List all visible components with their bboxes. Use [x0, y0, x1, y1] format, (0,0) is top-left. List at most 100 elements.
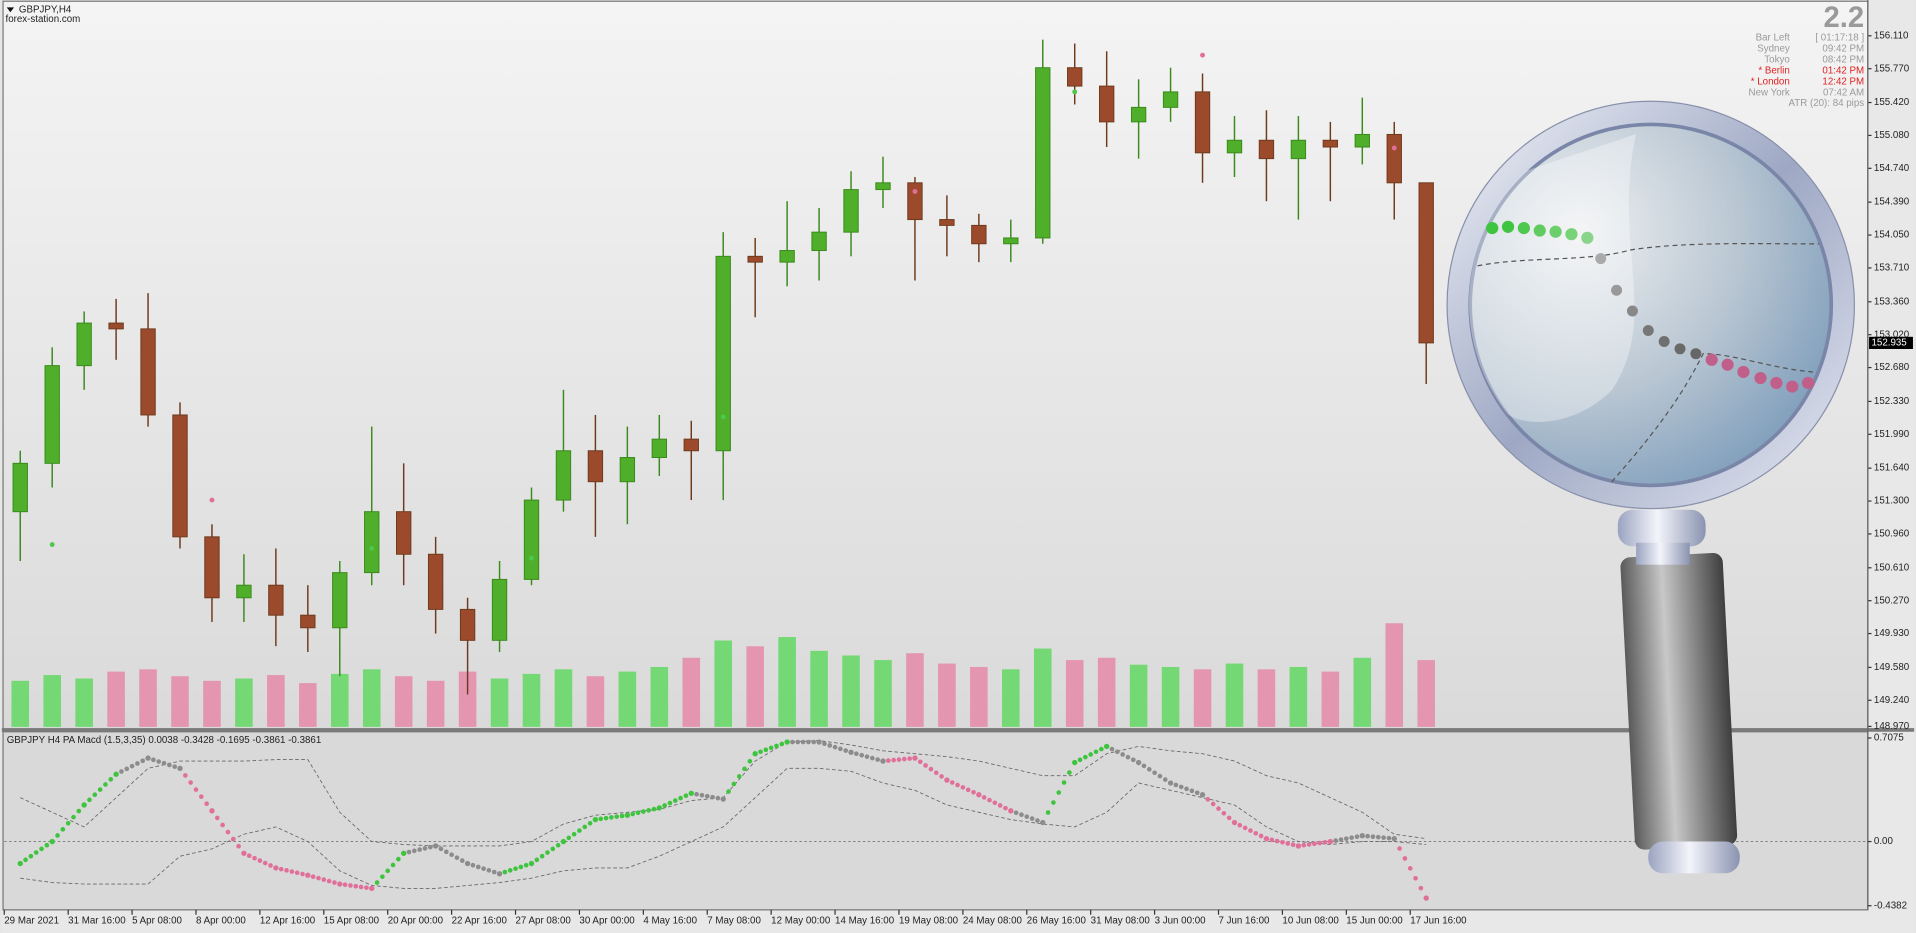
candle-body — [523, 499, 540, 580]
lens-dot — [1721, 358, 1734, 371]
macd-trail-dot — [763, 747, 769, 753]
symbol-arrow — [6, 7, 15, 13]
macd-trail-dot — [1003, 805, 1008, 811]
candle-body — [1035, 67, 1051, 239]
macd-dot — [688, 790, 694, 796]
macd-trail-dot — [1178, 784, 1184, 790]
macd-trail-dot — [1258, 833, 1264, 839]
volume-bar — [1289, 666, 1308, 727]
x-tick-label: 19 May 08:00 — [899, 915, 959, 926]
signal-dot — [49, 542, 55, 548]
volume-bar — [586, 676, 605, 727]
x-tick-label: 26 May 16:00 — [1027, 915, 1087, 926]
macd-trail-dot — [875, 757, 880, 762]
macd-trail-dot — [779, 741, 785, 747]
candle-body — [811, 231, 827, 252]
macd-trail-dot — [427, 844, 433, 850]
x-tick-label: 29 Mar 2021 — [4, 915, 59, 926]
macd-trail-dot — [539, 853, 545, 859]
volume-bar — [1002, 669, 1020, 727]
macd-trail-dot — [726, 789, 731, 794]
macd-trail-dot — [641, 809, 646, 814]
panel-separator — [1, 728, 1915, 732]
macd-trail-dot — [129, 763, 135, 769]
macd-trail-dot — [710, 794, 715, 800]
macd-trail-dot — [1306, 842, 1312, 847]
candle-body — [427, 553, 444, 610]
signal-dot — [529, 555, 534, 561]
macd-trail-dot — [156, 759, 162, 764]
macd-trail-dot — [838, 746, 843, 752]
volume-bar — [842, 655, 860, 727]
macd-trail-dot — [92, 792, 98, 798]
macd-trail-dot — [348, 883, 353, 888]
macd-trail-dot — [518, 864, 524, 870]
macd-trail-dot — [124, 766, 130, 772]
macd-trail-dot — [1418, 885, 1424, 891]
indicator-layer — [4, 739, 1868, 901]
volume-bar — [75, 678, 93, 727]
candle-body — [1098, 85, 1115, 123]
volume-bar — [970, 666, 988, 727]
macd-trail-dot — [1269, 837, 1275, 843]
macd-trail-dot — [183, 773, 188, 778]
macd-trail-dot — [470, 862, 476, 868]
macd-trail-dot — [1146, 767, 1152, 772]
macd-trail-dot — [1413, 875, 1418, 881]
magnifier — [1446, 100, 1856, 874]
x-tick-label: 15 Jun 00:00 — [1346, 915, 1403, 926]
volume-bar — [1161, 666, 1180, 727]
volume-bar — [746, 646, 764, 727]
macd-trail-dot — [268, 863, 273, 868]
macd-trail-dot — [1099, 746, 1104, 752]
y-tick-label: 154.050 — [1874, 230, 1910, 241]
y-tick-label: 149.930 — [1874, 628, 1910, 639]
macd-trail-dot — [1375, 834, 1381, 840]
macd-trail-dot — [704, 793, 710, 799]
macd-trail-dot — [310, 874, 316, 880]
macd-trail-dot — [1237, 822, 1243, 828]
macd-trail-dot — [774, 743, 779, 749]
signal-dot — [209, 497, 215, 503]
y-tick-label: 152.330 — [1874, 396, 1910, 407]
candle-body — [236, 584, 252, 599]
macd-trail-dot — [220, 822, 225, 828]
candle-body — [779, 250, 795, 263]
macd-trail-dot — [832, 744, 838, 750]
macd-trail-dot — [523, 862, 529, 868]
volume-bar — [1257, 669, 1276, 727]
macd-trail-dot — [252, 855, 257, 861]
signal-dot — [1200, 52, 1205, 58]
macd-trail-dot — [987, 797, 992, 803]
macd-trail-dot — [1333, 838, 1338, 843]
y-tick-label: 152.680 — [1874, 362, 1910, 373]
macd-trail-dot — [1381, 835, 1386, 840]
macd-trail-dot — [28, 853, 34, 859]
macd-trail-dot — [1013, 810, 1019, 816]
atr-label: ATR (20): 84 pips — [1788, 98, 1864, 109]
macd-trail-dot — [1024, 814, 1030, 819]
candle-body — [1258, 139, 1275, 160]
macd-trail-dot — [481, 866, 486, 871]
macd-trail-dot — [587, 820, 593, 826]
candle-body — [1194, 91, 1211, 154]
macd-trail-dot — [1365, 833, 1370, 839]
info-label: * Berlin — [1758, 65, 1789, 76]
candle-body — [747, 255, 763, 263]
info-value: 07:42 AM — [1823, 87, 1864, 98]
macd-dot — [1263, 835, 1270, 842]
source-label: forex-station.com — [5, 14, 80, 25]
macd-trail-dot — [380, 874, 385, 880]
macd-trail-dot — [598, 816, 604, 822]
macd-trail-dot — [1173, 782, 1179, 788]
volume-bar — [490, 678, 509, 727]
macd-trail-dot — [971, 789, 976, 795]
macd-trail-dot — [172, 764, 178, 769]
macd-trail-dot — [736, 774, 742, 779]
macd-trail-dot — [342, 882, 348, 888]
candle-body — [1162, 91, 1179, 108]
macd-dot — [1135, 759, 1142, 766]
volume-bar — [458, 671, 477, 727]
x-tick-label: 12 Apr 16:00 — [260, 915, 316, 926]
macd-trail-dot — [886, 758, 891, 763]
